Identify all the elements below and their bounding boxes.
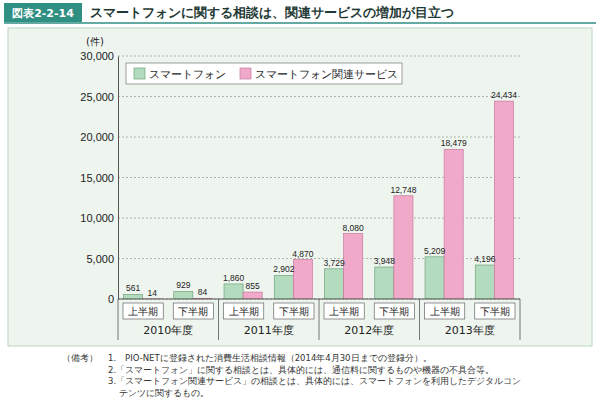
grid-line: [118, 96, 520, 97]
data-label: 2,902: [273, 264, 295, 274]
note-line: 1. PIO-NETに登録された消費生活相談情報（2014年4月30日までの登録…: [108, 353, 432, 363]
bar: [375, 267, 394, 299]
bar: [224, 284, 243, 299]
y-axis-line: [118, 57, 119, 300]
bar: [174, 291, 193, 299]
data-label: 929: [176, 280, 190, 290]
notes-title: （備考）: [62, 353, 98, 363]
bar: [293, 260, 312, 299]
group-label: 2012年度: [344, 324, 394, 337]
category-box: [374, 303, 414, 319]
note-line: 3.「スマートフォン関連サービス」の相談とは、具体的には、スマートフォンを利用し…: [108, 376, 521, 386]
x-axis: 上半期 下半期 上半期 下半期 上半期 下半期 上半期 下半期 2010年度 2011年度 2012…: [118, 299, 520, 340]
category-box: [224, 303, 264, 319]
legend-label: スマートフォン: [149, 68, 226, 80]
bar: [274, 275, 293, 299]
x-tick-label: 下半期: [480, 306, 510, 317]
y-tick-label: 15,000: [80, 172, 114, 184]
bar: [325, 269, 344, 299]
group-label: 2011年度: [244, 324, 294, 337]
data-label: 5,209: [424, 246, 446, 256]
y-tick: 5,000: [86, 253, 118, 265]
y-tick: 0: [108, 293, 118, 305]
data-label: 4,870: [292, 249, 314, 259]
x-tick-label: 下半期: [379, 306, 409, 317]
y-tick: 15,000: [80, 172, 118, 184]
y-tick: 30,000: [80, 50, 118, 62]
category-box: [274, 303, 314, 319]
data-label: 12,748: [390, 185, 416, 195]
legend: スマートフォン スマートフォン関連サービス: [126, 63, 402, 84]
grid-line: [118, 56, 520, 57]
y-tick-label: 5,000: [86, 253, 114, 265]
data-label: 561: [126, 283, 140, 293]
data-label: 24,434: [491, 90, 517, 100]
y-tick-label: 25,000: [80, 91, 114, 103]
y-tick-label: 0: [108, 293, 114, 305]
header-box: [4, 3, 82, 22]
legend-swatch: [240, 68, 251, 79]
data-label: 3,729: [323, 258, 345, 268]
y-tick: 10,000: [80, 212, 118, 224]
group-separator: [218, 299, 219, 340]
group-label: 2010年度: [143, 324, 193, 337]
legend-label: スマートフォン関連サービス: [255, 68, 398, 80]
group-separator: [419, 299, 420, 340]
category-box: [425, 303, 465, 319]
note-line: テンツに関するもの。: [119, 388, 209, 398]
category-box: [324, 303, 364, 319]
bar: [494, 101, 513, 299]
y-axis: 0 5,000 10,000 15,000 20,000 25,000 30,000: [80, 50, 118, 305]
bar: [344, 234, 363, 299]
bar: [475, 265, 494, 299]
category-box: [173, 303, 213, 319]
data-label: 14: [147, 288, 157, 298]
x-tick-label: 下半期: [279, 306, 309, 317]
y-tick: 20,000: [80, 131, 118, 143]
y-tick-label: 10,000: [80, 212, 114, 224]
bars: [124, 101, 514, 299]
x-tick-label: 上半期: [329, 306, 359, 317]
bar: [394, 196, 413, 299]
notes: （備考） 1. PIO-NETに登録された消費生活相談情報（2014年4月30日ま…: [62, 353, 521, 398]
group-separator: [520, 299, 521, 340]
group-label: 2013年度: [445, 324, 495, 337]
legend-swatch: [134, 68, 145, 79]
data-label: 8,080: [343, 223, 365, 233]
data-label: 3,948: [374, 256, 396, 266]
data-label: 1,860: [223, 273, 245, 283]
data-labels: 561 929 1,860 2,902 3,729 3,948 5,209 4,196 14 84…: [126, 90, 517, 298]
y-tick-label: 20,000: [80, 131, 114, 143]
data-label: 855: [246, 281, 260, 291]
bar: [243, 292, 262, 299]
x-tick-label: 下半期: [178, 306, 208, 317]
grid: [118, 56, 520, 299]
x-tick-label: 上半期: [128, 306, 158, 317]
x-tick-label: 上半期: [430, 306, 460, 317]
y-tick: 25,000: [80, 91, 118, 103]
group-separator: [118, 299, 119, 340]
bar: [124, 294, 143, 299]
panel: [8, 28, 592, 346]
category-box: [123, 303, 163, 319]
note-line: 2.「スマートフォン」に関する相談とは、具体的には、通信料に関するものや機器の不…: [108, 365, 494, 375]
x-tick-label: 上半期: [229, 306, 259, 317]
data-label: 84: [198, 287, 208, 297]
category-box: [475, 303, 515, 319]
bar: [444, 149, 463, 299]
data-label: 18,479: [441, 138, 467, 148]
legend-box: [126, 63, 402, 84]
data-label: 4,196: [474, 254, 496, 264]
y-axis-label: (件): [86, 36, 104, 47]
bar: [425, 257, 444, 299]
title: スマートフォンに関する相談は、関連サービスの増加が目立つ: [90, 5, 454, 20]
group-separator: [319, 299, 320, 340]
y-tick-label: 30,000: [80, 50, 114, 62]
header-label: 図表2-2-14: [12, 7, 74, 20]
chart: 図表2-2-14 スマートフォンに関する相談は、関連サービスの増加が目立つ 0 5,0…: [0, 0, 600, 407]
header-rule: [4, 22, 596, 24]
